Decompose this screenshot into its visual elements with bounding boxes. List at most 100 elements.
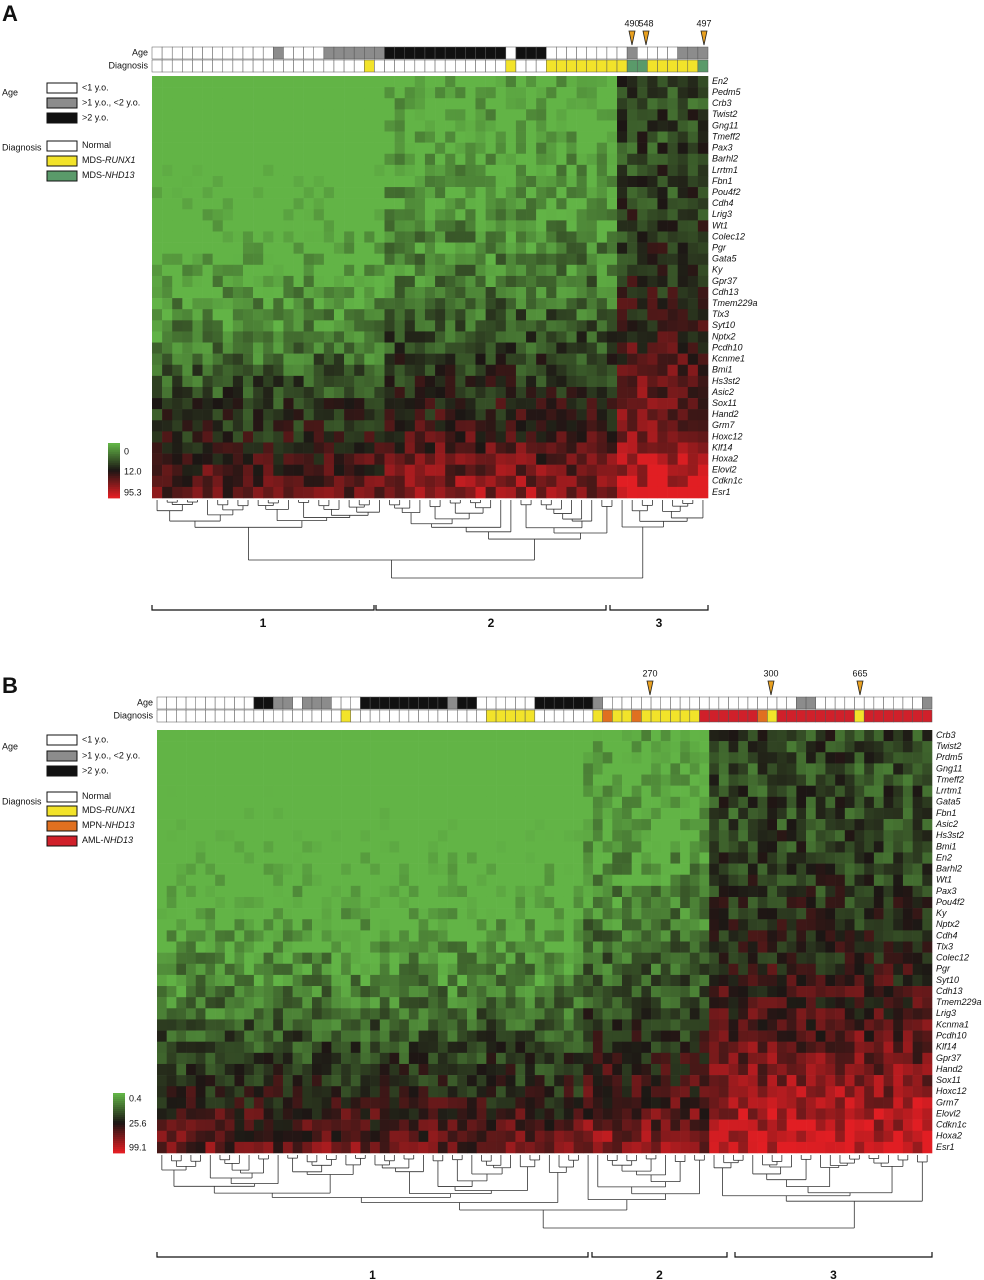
heatmap-cell [505, 752, 516, 764]
heatmap-cell [647, 353, 658, 366]
heatmap-cell [697, 464, 709, 477]
heatmap-cell [394, 98, 406, 110]
heatmap-cell [660, 919, 671, 931]
heatmap-cell [445, 164, 456, 177]
heatmap-cell [437, 986, 448, 998]
heatmap-cell [815, 1030, 826, 1042]
heatmap-cell [815, 1041, 826, 1054]
heatmap-cell [864, 863, 875, 876]
heatmap-cell [283, 342, 294, 354]
heatmap-cell [606, 264, 618, 277]
heatmap-cell [253, 453, 264, 465]
heatmap-cell [922, 919, 933, 931]
heatmap-cell [192, 298, 203, 310]
heatmap-cell [697, 298, 709, 310]
heatmap-cell [767, 730, 778, 742]
heatmap-cell [152, 153, 163, 166]
heatmap-cell [486, 874, 497, 887]
heatmap-cell [576, 153, 587, 166]
heatmap-cell [893, 963, 904, 976]
heatmap-cell [689, 997, 700, 1009]
heatmap-cell [283, 209, 294, 221]
heatmap-cell [273, 442, 284, 454]
heatmap-cell [627, 120, 638, 132]
heatmap-cell [182, 153, 193, 166]
heatmap-cell [374, 320, 385, 332]
heatmap-cell [709, 763, 720, 775]
heatmap-cell [622, 741, 632, 753]
track-cell [621, 696, 632, 710]
heatmap-cell [389, 785, 400, 798]
heatmap-cell [379, 763, 390, 775]
track-cell [303, 46, 314, 60]
heatmap-cell [699, 1030, 710, 1042]
track-cell [631, 709, 642, 723]
heatmap-cell [583, 863, 594, 876]
heatmap-cell [166, 863, 177, 876]
track-cell [404, 46, 416, 60]
heatmap-cell [263, 164, 274, 177]
gene-label: Fbn1 [936, 808, 957, 818]
heatmap-cell [699, 919, 710, 931]
heatmap-cell [786, 986, 797, 998]
heatmap-cell [244, 807, 255, 820]
heatmap-cell [379, 885, 390, 898]
heatmap-cell [232, 142, 244, 155]
heatmap-cell [641, 963, 652, 976]
heatmap-cell [313, 309, 325, 321]
heatmap-cell [465, 486, 476, 499]
heatmap-cell [232, 76, 244, 88]
heatmap-cell [515, 153, 527, 166]
heatmap-cell [883, 741, 894, 753]
heatmap-cell [495, 275, 507, 288]
heatmap-cell [205, 885, 216, 898]
heatmap-cell [437, 1041, 448, 1054]
heatmap-cell [273, 807, 284, 820]
heatmap-cell [612, 1008, 623, 1020]
heatmap-cell [232, 253, 244, 266]
heatmap-cell [399, 885, 410, 898]
heatmap-cell [554, 908, 565, 920]
heatmap-cell [283, 275, 294, 288]
heatmap-cell [293, 153, 304, 166]
heatmap-cell [573, 919, 584, 931]
heatmap-cell [445, 453, 456, 465]
heatmap-cell [902, 896, 913, 909]
heatmap-cell [273, 209, 284, 221]
heatmap-cell [313, 342, 325, 354]
heatmap-cell [244, 1019, 255, 1031]
heatmap-cell [622, 807, 632, 820]
heatmap-cell [854, 952, 865, 965]
heatmap-cell [465, 409, 476, 421]
heatmap-cell [354, 398, 365, 410]
heatmap-cell [418, 819, 429, 831]
heatmap-cell [556, 164, 567, 177]
heatmap-cell [596, 309, 608, 321]
heatmap-cell [495, 331, 507, 343]
heatmap-cell [467, 1041, 477, 1054]
heatmap-cell [677, 353, 689, 366]
heatmap-cell [445, 353, 456, 366]
heatmap-cell [202, 298, 213, 310]
heatmap-cell [418, 785, 429, 798]
heatmap-cell [302, 908, 313, 920]
heatmap-cell [667, 198, 678, 210]
heatmap-cell [495, 264, 507, 277]
heatmap-cell [273, 752, 284, 764]
track-cell [679, 709, 691, 723]
heatmap-cell [546, 87, 557, 99]
track-cell [252, 59, 264, 73]
heatmap-cell [709, 997, 720, 1009]
gene-label: Gng11 [712, 120, 738, 130]
heatmap-cell [182, 164, 193, 177]
heatmap-cell [418, 919, 429, 931]
heatmap-cell [586, 298, 598, 310]
heatmap-cell [667, 131, 678, 143]
heatmap-cell [445, 153, 456, 166]
track-cell [340, 709, 351, 723]
heatmap-cell [592, 1019, 603, 1031]
heatmap-cell [152, 420, 163, 432]
track-cell [263, 709, 274, 723]
track-cell [234, 709, 245, 723]
heatmap-cell [606, 231, 618, 243]
